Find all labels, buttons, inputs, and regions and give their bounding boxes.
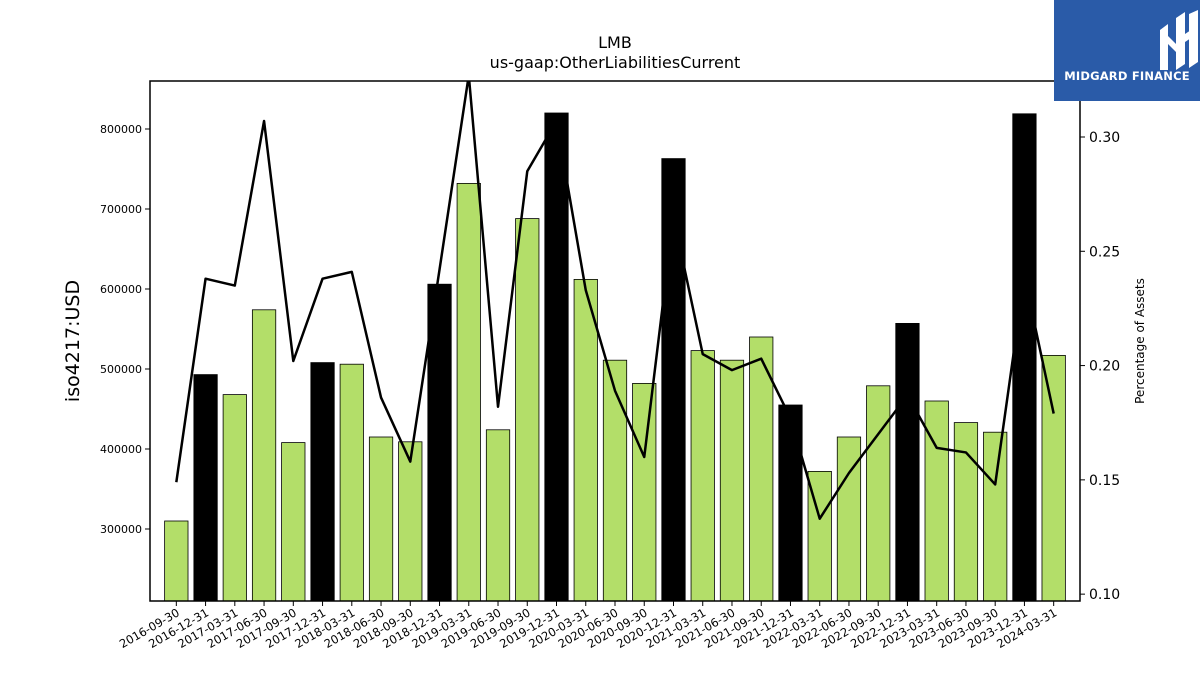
bar-2019-09-30 [515,218,540,602]
bar-2018-12-31 [427,283,452,602]
bar-2021-12-31 [778,404,803,602]
y-tick-label: 600000 [100,283,142,296]
bar-2023-06-30 [953,422,979,602]
percentage-line [175,81,1055,520]
y2-tick-label: 0.15 [1089,473,1120,489]
brand-logo: MIDGARD FINANCE [1054,0,1200,101]
y-tick-label: 400000 [100,443,142,456]
y-tick-label: 700000 [100,203,142,216]
chart-subtitle: us-gaap:OtherLiabilitiesCurrent [490,53,741,72]
bar-2019-06-30 [485,429,511,602]
y-tick-label: 500000 [100,363,142,376]
y-tick-label: 800000 [100,123,142,136]
bar-2022-09-30 [866,385,891,602]
y2-tick-label: 0.10 [1089,587,1120,603]
line-layer [175,81,1055,520]
bar-2016-12-31 [193,374,218,602]
y-axis-label: iso4217:USD [62,280,84,402]
bar-2019-03-31 [456,182,481,602]
bars-layer [164,112,1066,602]
bar-2017-06-30 [251,309,277,602]
bar-2018-09-30 [398,441,423,602]
midgard-logo-icon [1160,10,1198,70]
y2-tick-label: 0.25 [1089,244,1120,260]
bar-2021-03-31 [690,350,715,602]
bar-2019-12-31 [544,112,569,602]
y2-axis-label: Percentage of Assets [1133,278,1147,404]
y-tick-label: 300000 [100,523,142,536]
y2-tick-label: 0.30 [1089,130,1120,146]
bar-2024-03-31 [1041,354,1066,602]
bar-2017-03-31 [222,394,247,602]
bar-2017-09-30 [281,442,306,602]
bar-2023-09-30 [983,431,1008,602]
bar-2020-06-30 [602,359,628,602]
bar-2023-12-31 [1012,113,1037,602]
bar-2018-06-30 [368,436,394,602]
chart-title: LMB [598,33,632,52]
bar-2020-03-31 [573,278,598,602]
y2-tick-label: 0.20 [1089,359,1120,375]
bar-2016-09-30 [164,520,189,602]
bar-2022-12-31 [895,322,920,602]
bar-2021-06-30 [719,359,745,602]
brand-name: MIDGARD FINANCE [1064,69,1190,83]
bar-2017-12-31 [310,362,335,602]
bar-2020-09-30 [632,382,657,602]
bar-2018-03-31 [339,363,364,602]
